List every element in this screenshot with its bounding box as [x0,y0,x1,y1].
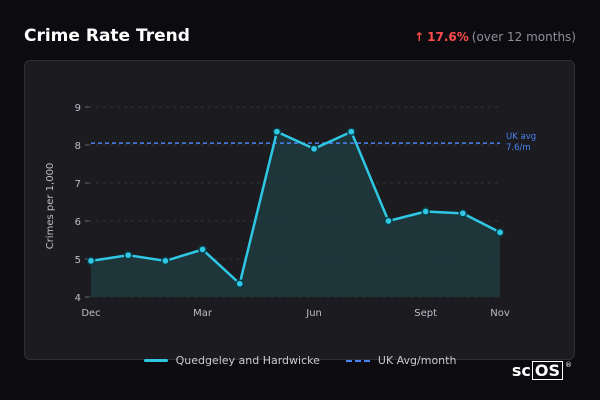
data-point-feb [161,256,170,266]
data-point-oct [458,209,468,218]
y-tick-label: 6 [75,217,81,228]
change-percent: 17.6% [427,30,469,44]
change-period: (over 12 months) [471,30,576,44]
data-point-dec [86,256,96,266]
legend-swatch-uk-avg [345,359,370,362]
data-point-aug [384,216,393,226]
brand-reg-mark: ® [565,361,572,369]
legend-swatch-series [143,359,168,362]
x-tick-label: Jun [305,308,322,319]
chart-legend: Quedgeley and Hardwicke UK Avg/month [0,354,600,367]
data-point-mar [198,245,207,254]
y-tick-label: 7 [75,179,81,190]
x-tick-label: Mar [193,308,213,319]
x-tick-label: Sept [414,308,437,319]
arrow-up-icon: ↑ [414,30,425,44]
chart-title: Crime Rate Trend [24,26,190,46]
brand-boxed: OS [531,361,563,380]
series-line [90,130,501,285]
legend-item-series[interactable]: Quedgeley and Hardwicke [143,354,320,367]
x-tick-label: Dec [81,308,100,319]
data-point-jan [123,250,133,260]
uk-avg-label: UK avg [506,132,536,142]
trend-change: ↑ 17.6% (over 12 months) [414,30,576,44]
data-point-sept [421,207,430,216]
data-point-jun [309,144,319,154]
data-point-jul [346,127,356,137]
data-point-nov [495,228,505,237]
y-tick-label: 9 [75,103,81,114]
data-point-apr [235,279,245,289]
y-axis-label: Crimes per 1,000 [45,163,56,250]
legend-label-uk-avg: UK Avg/month [377,354,457,367]
legend-item-uk-avg[interactable]: UK Avg/month [345,354,457,367]
y-tick-label: 5 [75,255,81,266]
uk-avg-value-label: 7.6/m [506,143,531,153]
data-point-may [272,127,282,137]
y-tick-label: 8 [75,141,81,152]
y-tick-label: 4 [75,293,81,304]
legend-label-series: Quedgeley and Hardwicke [175,354,320,367]
brand-prefix: sc [511,361,531,380]
series-area [91,131,500,297]
x-tick-label: Nov [490,308,510,319]
brand-logo: sc OS ® [512,361,572,380]
